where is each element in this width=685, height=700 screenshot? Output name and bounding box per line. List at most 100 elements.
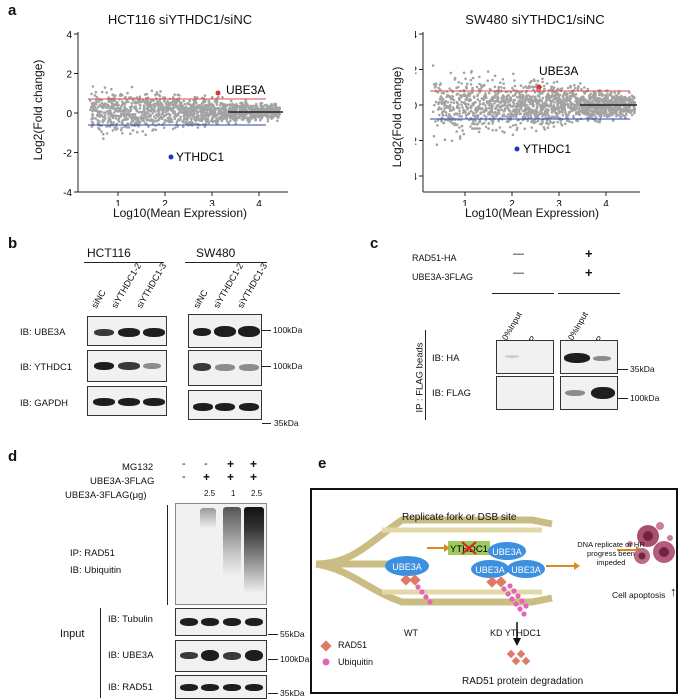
d-input-label: Input bbox=[60, 628, 85, 640]
panel-d-letter: d bbox=[8, 448, 18, 465]
fork-label: Replicate fork or DSB site bbox=[402, 512, 517, 523]
mechanism-diagram: UBE3A YTHDC1 UBE3A UBE3A UBE3A bbox=[315, 516, 675, 666]
ube3a-kd-1-label: UBE3A bbox=[492, 547, 522, 557]
c-blot-flag-neg bbox=[496, 376, 554, 410]
ma-left-ube3a-label: UBE3A bbox=[226, 83, 265, 97]
c-sign-rad51-pos: + bbox=[585, 246, 593, 261]
ube3a-wt bbox=[385, 556, 429, 576]
b-blot-hct116-gapdh bbox=[87, 386, 167, 416]
apoptotic-cells-icon bbox=[627, 522, 675, 564]
c-blot-ha-pos bbox=[560, 340, 618, 374]
d-mg132-3: + bbox=[227, 457, 235, 471]
d-flag-4: + bbox=[250, 470, 258, 484]
ma-left-xtick: 2 bbox=[162, 199, 168, 206]
b-blot-sw480-ythdc1 bbox=[188, 350, 262, 386]
d-marker-55: 55kDa bbox=[280, 629, 305, 639]
d-mg132-2: - bbox=[204, 458, 208, 470]
ube3a-kd-3-label: UBE3A bbox=[511, 565, 541, 575]
wt-label: WT bbox=[404, 628, 418, 638]
ma-right-ythdc1-label: YTHDC1 bbox=[523, 142, 571, 156]
ma-right-xtick: 2 bbox=[509, 199, 515, 206]
b-marker-35: 35kDa bbox=[274, 418, 299, 428]
sw480-label: SW480 bbox=[196, 246, 236, 260]
kd-label: KD YTHDC1 bbox=[490, 628, 541, 638]
d-blot-rad51 bbox=[175, 675, 267, 699]
ma-right-ube3a-label: UBE3A bbox=[539, 64, 578, 78]
ma-right-plot: 4 2 0 -2 -4 1 2 3 4 UBE3A YTHDC1 bbox=[415, 30, 640, 206]
ma-right-ythdc1-point bbox=[514, 146, 520, 152]
d-marker-100: 100kDa bbox=[280, 654, 310, 664]
b-lane-sinc-2: siNC bbox=[191, 288, 210, 310]
ma-left-ytick: -4 bbox=[63, 188, 72, 199]
ube3a-kd-2 bbox=[471, 560, 509, 578]
apoptosis-up-arrow-icon: ↑ bbox=[670, 584, 677, 599]
ma-left-ythdc1-label: YTHDC1 bbox=[176, 150, 224, 164]
d-blot-ubiquitin bbox=[175, 503, 267, 605]
b-blot-sw480-gapdh bbox=[188, 390, 262, 420]
ma-left-xtick: 1 bbox=[115, 199, 121, 206]
panel-a-letter: a bbox=[8, 2, 17, 19]
d-mg132-1: - bbox=[182, 458, 186, 470]
d-dose-3: 1 bbox=[231, 489, 236, 498]
d-ip-rad51: IP: RAD51 bbox=[70, 548, 115, 559]
ma-right-ytick: 2 bbox=[415, 66, 417, 77]
ma-left-ytick: -2 bbox=[63, 149, 72, 160]
b-ib-ube3a: IB: UBE3A bbox=[20, 327, 66, 338]
d-mg132-label: MG132 bbox=[122, 462, 154, 473]
ma-left-ytick: 4 bbox=[66, 30, 72, 41]
c-ib-ha: IB: HA bbox=[432, 353, 460, 364]
ma-left-xtick: 4 bbox=[256, 199, 262, 206]
d-blot-ube3a bbox=[175, 640, 267, 672]
ube3a-wt-label: UBE3A bbox=[392, 562, 422, 572]
ma-left-plot: 4 2 0 -2 -4 1 2 3 4 UBE3A YTHDC1 bbox=[63, 30, 288, 206]
rad51-kd-2 bbox=[495, 576, 507, 588]
ube3a-kd-3 bbox=[507, 560, 545, 578]
b-blot-sw480-ube3a bbox=[188, 314, 262, 348]
progress-label: DNA replicate or HR progress been impede… bbox=[577, 540, 645, 567]
d-marker-35: 35kDa bbox=[280, 688, 305, 698]
panel-b-letter: b bbox=[8, 235, 18, 252]
d-blot-tubulin bbox=[175, 608, 267, 636]
ythdc1-cross-icon bbox=[461, 541, 477, 555]
ma-right-ylabel: Log2(Fold change) bbox=[390, 66, 404, 168]
d-mg132-4: + bbox=[250, 457, 258, 471]
ma-left-xlabel: Log10(Mean Expression) bbox=[112, 206, 248, 220]
ma-left-xtick: 3 bbox=[209, 199, 215, 206]
degradation-label: RAD51 protein degradation bbox=[462, 676, 584, 687]
ma-left-ylabel: Log2(Fold change) bbox=[31, 59, 45, 161]
legend-rad51-icon bbox=[320, 640, 332, 652]
ma-right-title: SW480 siYTHDC1/siNC bbox=[465, 12, 605, 27]
ma-right-ube3a-point bbox=[536, 84, 542, 90]
c-blot-ha-neg bbox=[496, 340, 554, 374]
d-ube3a-flag-label: UBE3A-3FLAG bbox=[90, 476, 155, 487]
panel-e-letter: e bbox=[318, 455, 327, 472]
b-ib-gapdh: IB: GAPDH bbox=[20, 398, 69, 409]
d-ube3a-dose-label: UBE3A-3FLAG(μg) bbox=[65, 490, 147, 501]
sw480-underline bbox=[185, 262, 267, 263]
b-marker-100-1: 100kDa bbox=[273, 325, 303, 335]
d-flag-3: + bbox=[227, 470, 235, 484]
c-sign-flag-neg: — bbox=[513, 267, 524, 279]
d-ib-rad51: IB: RAD51 bbox=[108, 682, 153, 693]
ma-left-ythdc1-point bbox=[168, 154, 174, 160]
c-beads-label: IP : FLAG beads bbox=[414, 342, 426, 413]
ma-right-xtick: 4 bbox=[603, 199, 609, 206]
ma-left-ytick: 0 bbox=[66, 109, 72, 120]
ma-right-ytick: 4 bbox=[415, 30, 417, 41]
ma-right-xtick: 1 bbox=[462, 199, 468, 206]
b-blot-hct116-ube3a bbox=[87, 316, 167, 346]
b-lane-sinc-1: siNC bbox=[89, 288, 108, 310]
ma-right-xlabel: Log10(Mean Expression) bbox=[464, 206, 600, 220]
ythdc1-label: YTHDC1 bbox=[450, 544, 488, 555]
c-marker-35: 35kDa bbox=[630, 364, 655, 374]
legend-ubiquitin-icon bbox=[322, 658, 330, 666]
c-ib-flag: IB: FLAG bbox=[432, 388, 472, 399]
ubiquitin-chain-wt bbox=[415, 584, 433, 605]
d-ib-ube3a: IB: UBE3A bbox=[108, 650, 154, 661]
legend-ubiquitin-label: Ubiquitin bbox=[338, 657, 374, 667]
ma-right-xtick: 3 bbox=[556, 199, 562, 206]
ma-left-title: HCT116 siYTHDC1/siNC bbox=[107, 12, 253, 27]
degraded-rad51-icon bbox=[506, 649, 531, 666]
d-flag-2: + bbox=[203, 470, 211, 484]
ube3a-kd-1 bbox=[488, 542, 526, 560]
